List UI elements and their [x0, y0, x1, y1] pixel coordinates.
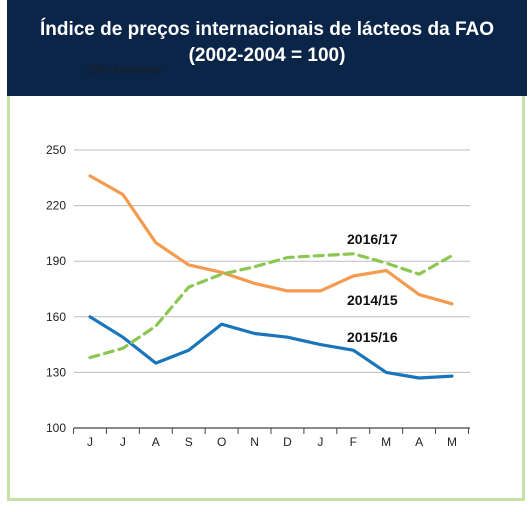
- x-tick-label-8: F: [350, 435, 357, 449]
- x-tick-label-5: N: [250, 435, 259, 449]
- axes: 100 130 160 190 220 250 J J A S O N D J F M A M: [46, 143, 470, 449]
- chart-title-line1: Índice de preços internacionais de lácte…: [39, 19, 495, 40]
- y-tick-label-220: 220: [46, 199, 66, 213]
- x-tick-label-11: M: [447, 435, 457, 449]
- chart-header: Índice de preços internacionais de lácte…: [7, 0, 527, 96]
- x-tick-label-1: J: [120, 435, 126, 449]
- series-label-2015-16: 2015/16: [347, 329, 398, 345]
- x-tick-label-6: D: [283, 435, 292, 449]
- y-tick-label-160: 160: [46, 310, 66, 324]
- x-tick-label-10: A: [415, 435, 423, 449]
- series-label-2014-15: 2014/15: [347, 292, 398, 308]
- series-label-2016-17: 2016/17: [347, 231, 398, 247]
- x-tick-label-7: J: [317, 435, 323, 449]
- chart-subtitle: 1000 toneladas: [86, 64, 162, 76]
- x-tick-label-3: S: [185, 435, 193, 449]
- y-tick-label-100: 100: [46, 421, 66, 435]
- x-tick-label-9: M: [381, 435, 391, 449]
- series-line-2014-15: [88, 174, 454, 306]
- series-line-2016-17: [88, 252, 454, 360]
- series-line-2015-16: [88, 315, 454, 380]
- y-tick-label-250: 250: [46, 143, 66, 157]
- series-labels: 2016/17 2014/15 2015/16: [347, 231, 398, 345]
- x-tick-label-0: J: [87, 435, 93, 449]
- series-lines: [88, 174, 454, 380]
- y-tick-label-130: 130: [46, 365, 66, 379]
- y-tick-label-190: 190: [46, 254, 66, 268]
- grid-lines: [74, 149, 470, 373]
- chart-title-line2: (2002-2004 = 100): [188, 45, 346, 66]
- x-tick-label-2: A: [152, 435, 160, 449]
- x-tick-label-4: O: [217, 435, 226, 449]
